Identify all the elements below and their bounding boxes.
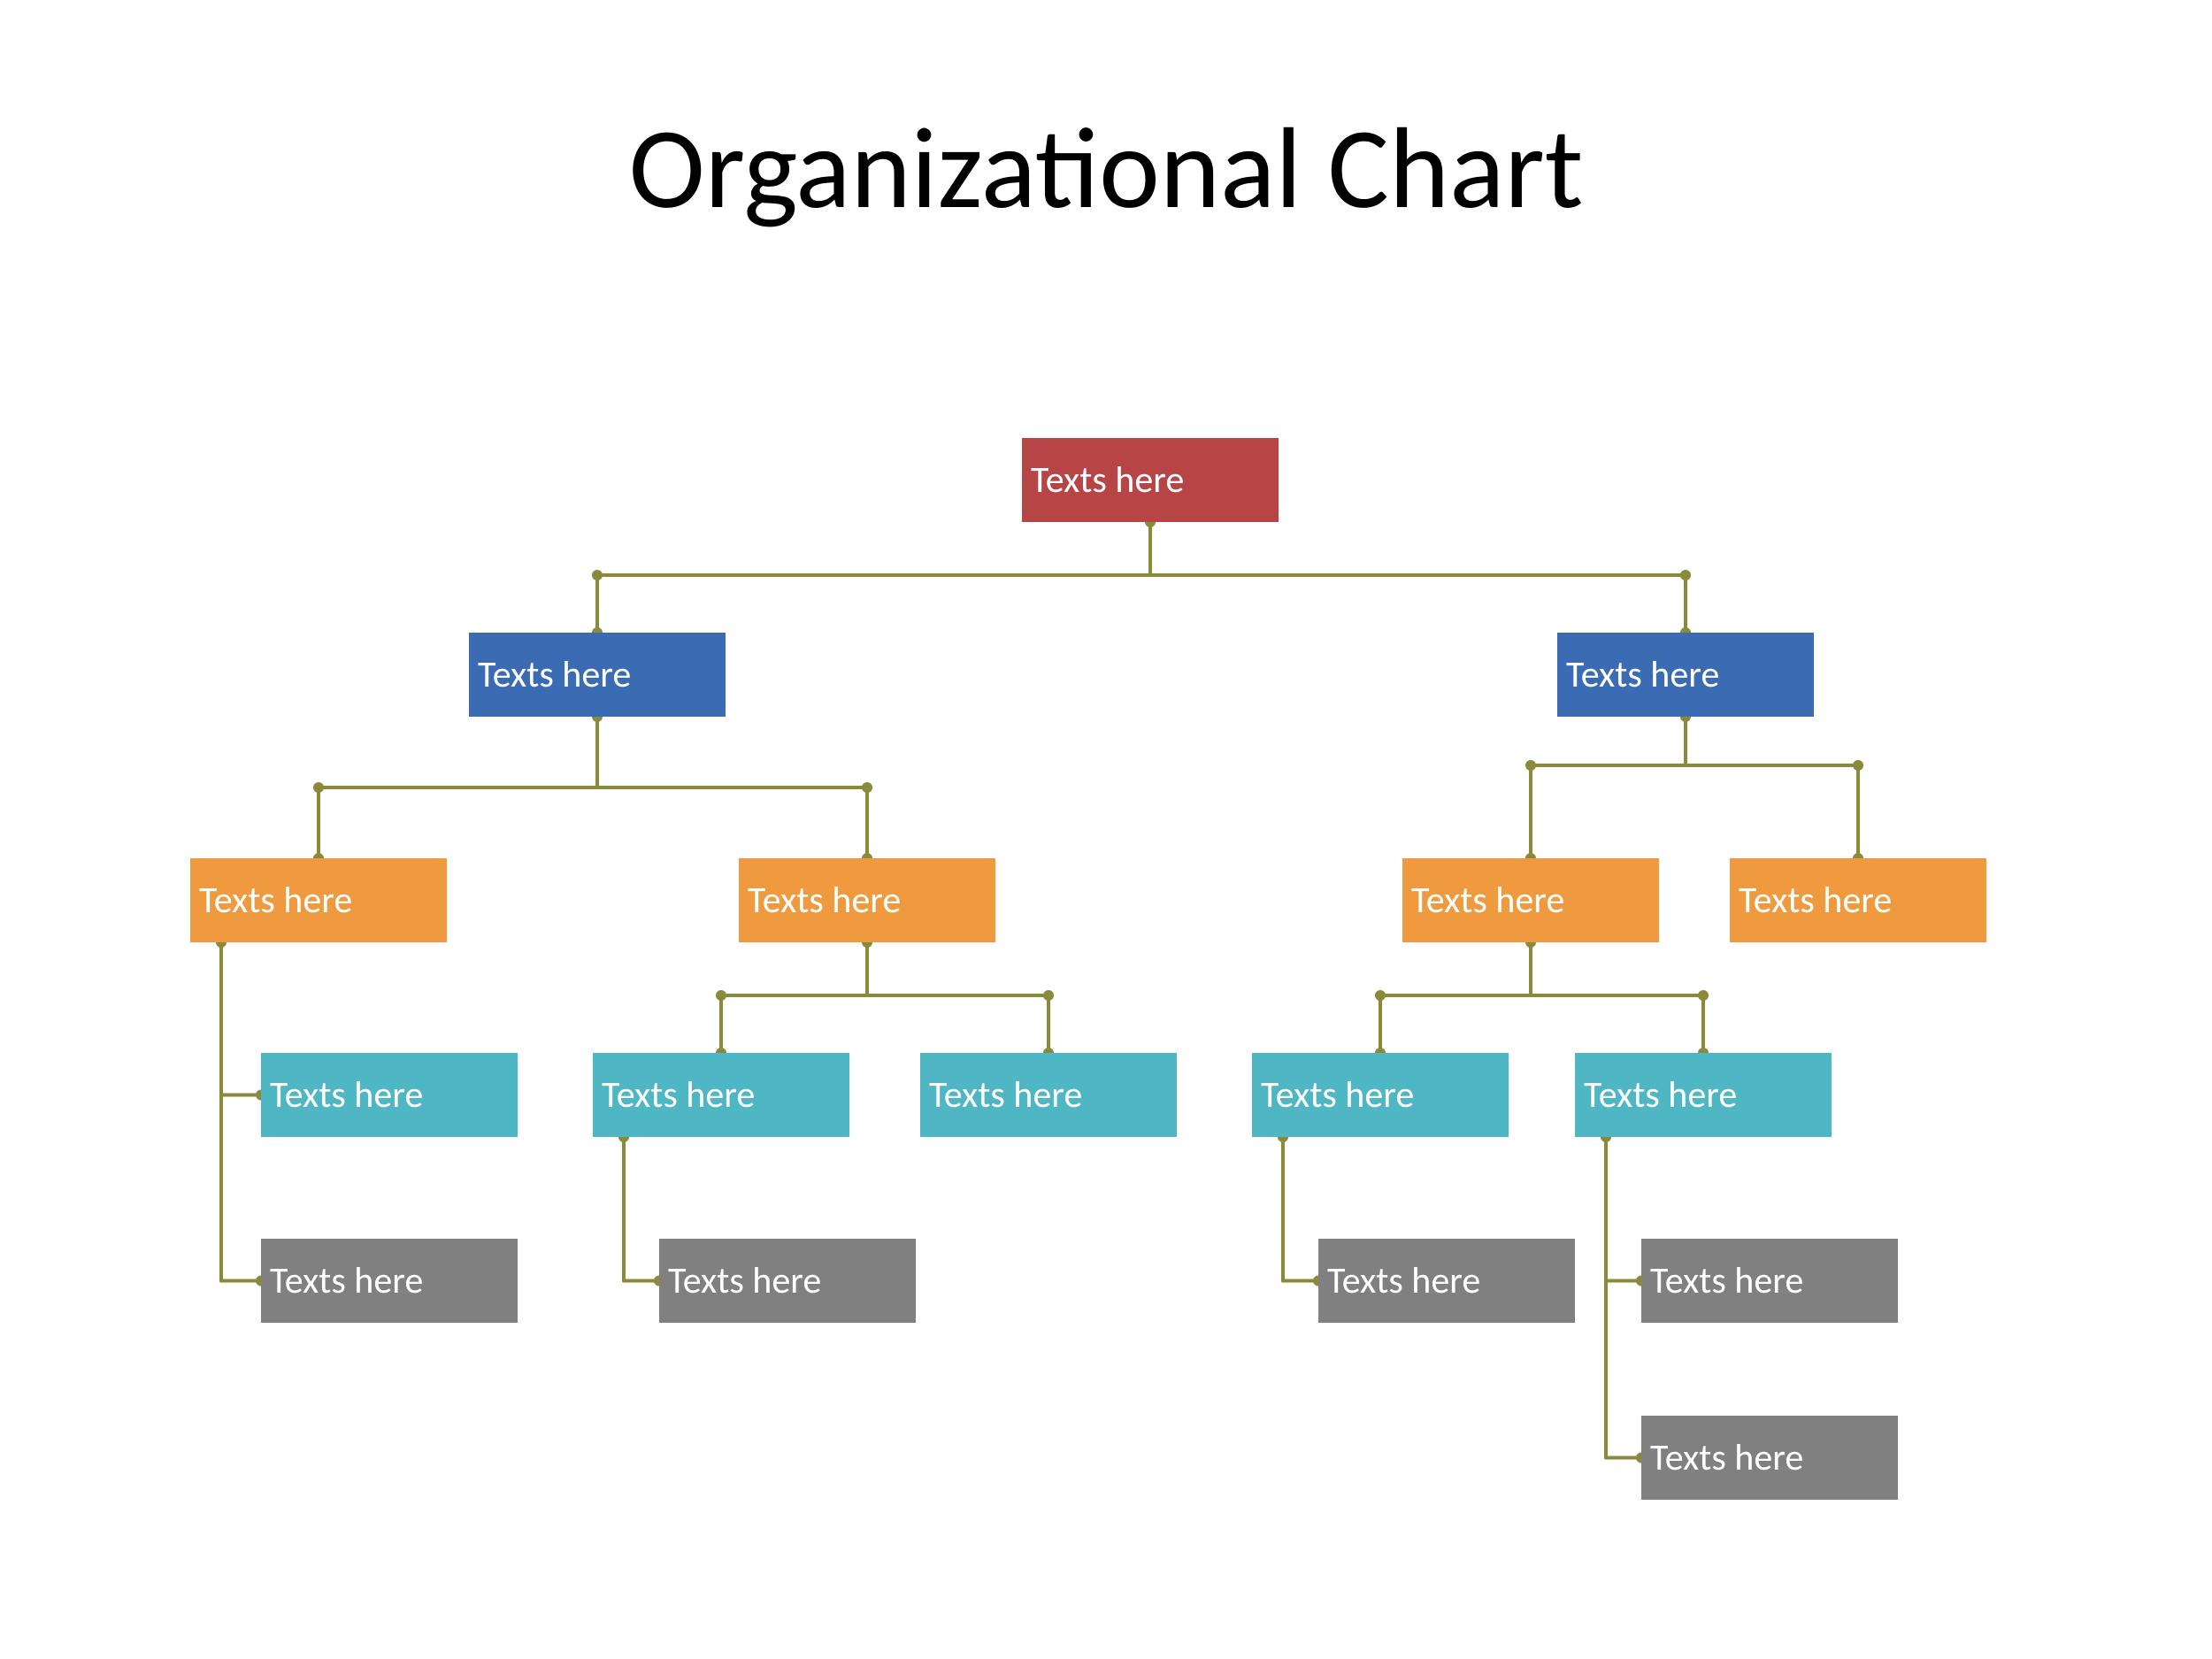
org-node: Texts here — [659, 1239, 916, 1323]
org-node-label: Texts here — [478, 652, 631, 697]
org-node: Texts here — [1318, 1239, 1575, 1323]
org-node-label: Texts here — [1650, 1258, 1803, 1303]
org-node-label: Texts here — [1566, 652, 1719, 697]
org-node: Texts here — [1641, 1416, 1898, 1500]
org-node: Texts here — [261, 1053, 518, 1137]
org-node: Texts here — [1641, 1239, 1898, 1323]
org-node-label: Texts here — [199, 878, 352, 923]
org-node-label: Texts here — [748, 878, 901, 923]
org-node-label: Texts here — [1411, 878, 1564, 923]
org-node-label: Texts here — [1261, 1072, 1414, 1118]
org-node: Texts here — [739, 858, 995, 942]
org-node: Texts here — [1402, 858, 1659, 942]
org-node: Texts here — [1557, 633, 1814, 717]
org-node-label: Texts here — [668, 1258, 821, 1303]
org-node-label: Texts here — [1584, 1072, 1737, 1118]
org-node-label: Texts here — [270, 1258, 423, 1303]
org-node: Texts here — [920, 1053, 1177, 1137]
org-node: Texts here — [469, 633, 726, 717]
org-node-label: Texts here — [1031, 457, 1184, 503]
org-node: Texts here — [1252, 1053, 1509, 1137]
org-chart-nodes: Texts here Texts here Texts here Texts here… — [0, 0, 2212, 1659]
org-node-label: Texts here — [929, 1072, 1082, 1118]
org-node-label: Texts here — [1650, 1435, 1803, 1480]
org-node-label: Texts here — [602, 1072, 755, 1118]
org-node: Texts here — [261, 1239, 518, 1323]
org-node: Texts here — [1575, 1053, 1832, 1137]
org-node-label: Texts here — [1739, 878, 1892, 923]
org-node: Texts here — [190, 858, 447, 942]
org-node-label: Texts here — [1327, 1258, 1480, 1303]
org-node: Texts here — [593, 1053, 849, 1137]
org-node: Texts here — [1730, 858, 1986, 942]
org-node: Texts here — [1022, 438, 1279, 522]
org-node-label: Texts here — [270, 1072, 423, 1118]
